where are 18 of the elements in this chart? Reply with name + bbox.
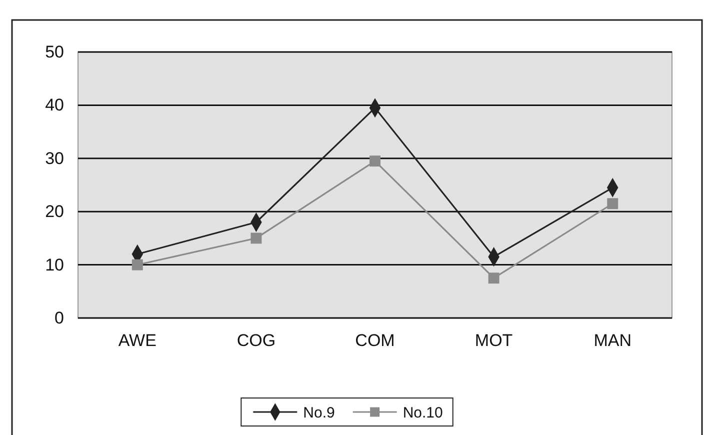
x-tick-label: MOT [474, 331, 513, 350]
y-tick-label: 50 [45, 42, 64, 62]
point [250, 232, 262, 244]
x-tick-label: COG [236, 331, 276, 350]
y-tick-label: 0 [54, 308, 64, 328]
x-tick-label: COM [355, 331, 395, 350]
y-tick-label: 40 [45, 96, 64, 115]
point [132, 259, 143, 270]
y-tick-label: 10 [45, 255, 64, 274]
legend-label: No.10 [402, 404, 443, 422]
y-tick-label: 20 [45, 202, 64, 222]
point [370, 156, 380, 167]
legend-label: No.9 [303, 404, 335, 422]
x-tick-label: MAN [594, 331, 632, 350]
point [607, 198, 618, 210]
point [488, 272, 500, 284]
x-tick-label: AWE [118, 331, 156, 350]
y-tick-label: 30 [45, 148, 64, 168]
